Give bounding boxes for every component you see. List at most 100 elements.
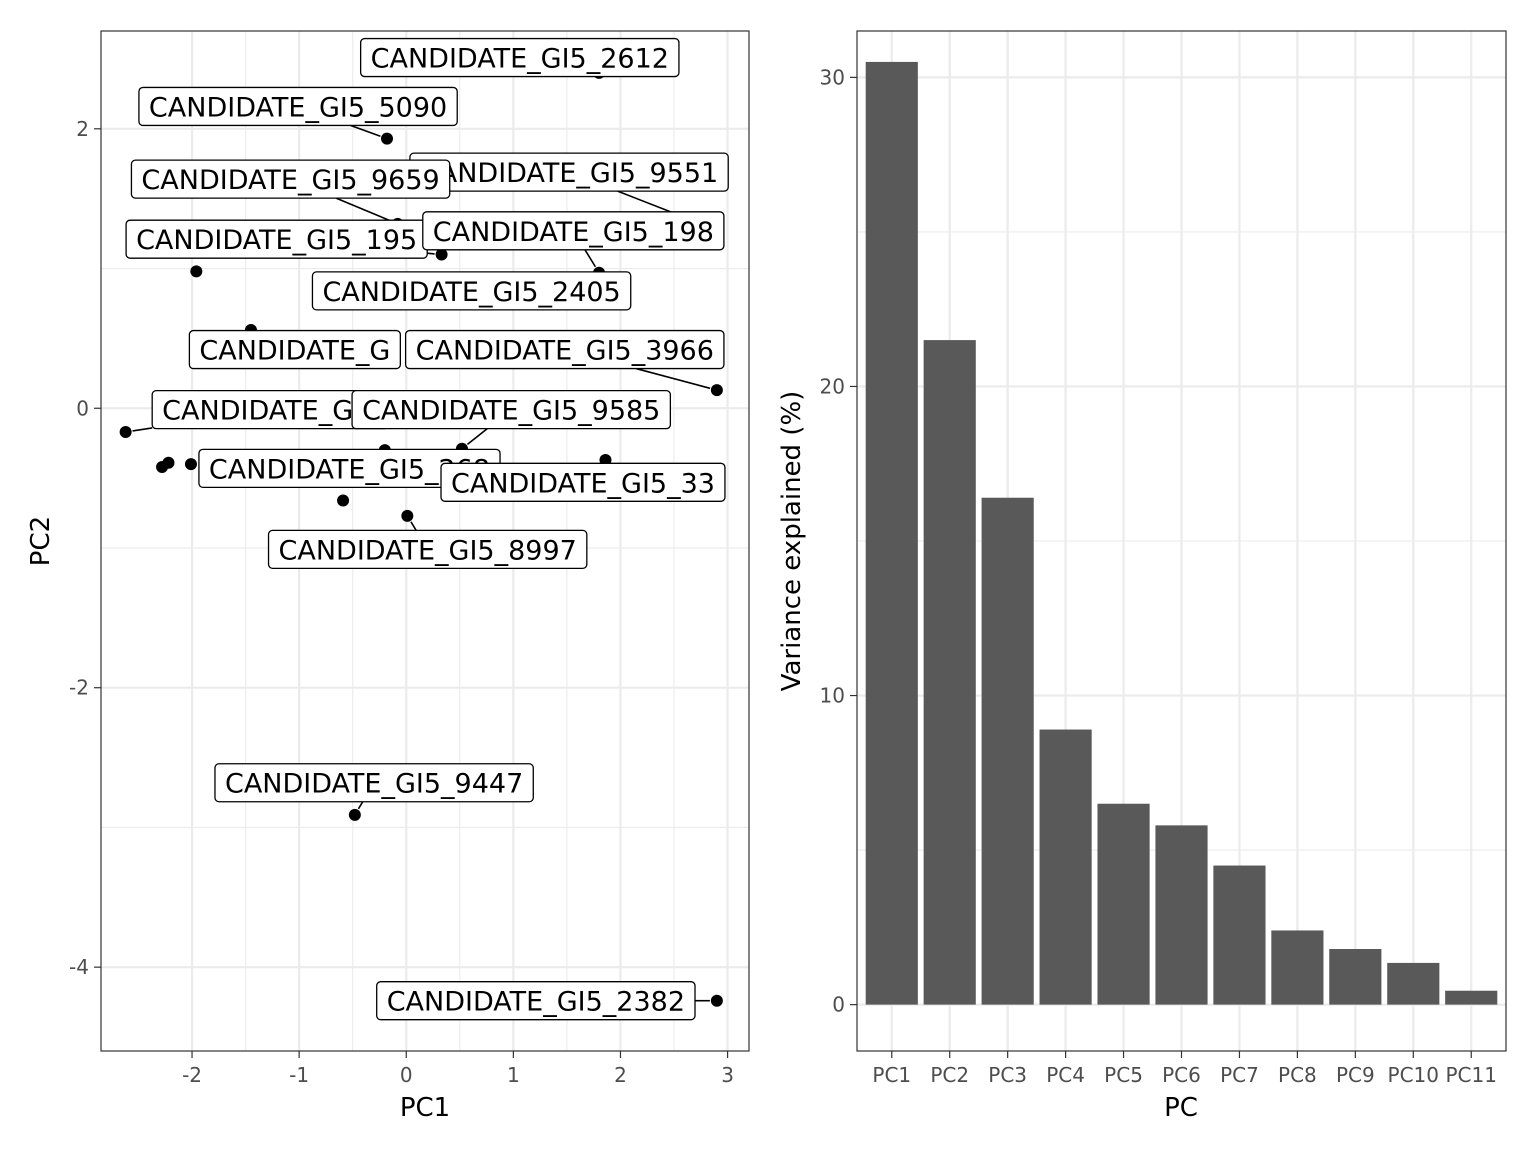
point-label-box [138,86,458,127]
scatter-y-tick-label: -4 [69,955,89,979]
scatter-point [435,248,448,261]
scatter-point [380,132,393,145]
scatter-point [710,384,723,397]
bar-y-tick-label: 10 [820,684,845,708]
point-label: CANDIDATE_GI5_2382 [376,981,696,1021]
bar-y-tick-label: 0 [832,993,845,1017]
bar-y-axis-title: Variance explained (%) [777,391,807,692]
scatter-point [190,265,203,278]
bar-x-tick-label: PC9 [1336,1063,1375,1087]
bar-x-tick-label: PC8 [1278,1063,1317,1087]
bar-x-tick-label: PC5 [1104,1063,1143,1087]
label-connector [427,252,435,255]
point-label-text: CANDIDATE_G [199,336,390,367]
scatter-x-tick-label: 3 [721,1063,734,1087]
scatter-y-tick-label: 2 [76,117,89,141]
point-label: CANDIDATE_GI5_9659 [130,159,451,199]
scatter-x-axis-ticks: -2 -1 0 1 2 3 [182,1051,734,1087]
point-label-text: CANDIDATE_GI5_198 [433,217,714,248]
point-label: CANDIDATE_GI5_33 [440,462,726,502]
bar-y-axis-ticks: 0 10 20 30 [820,65,857,1017]
bar-x-tick-label: PC10 [1388,1063,1439,1087]
bar-pc6 [1155,825,1208,1005]
bar-x-tick-label: PC6 [1162,1063,1201,1087]
point-label: CANDIDATE_GI5_3966 [404,329,725,370]
bar-x-tick-label: PC4 [1046,1063,1085,1087]
scatter-point [162,456,175,469]
point-label-box [404,329,725,370]
scatter-point-labels: CANDIDATE_GI5_2612 CANDIDATE_GI5_5090 CAND… [125,37,729,1021]
point-label-text: CANDIDATE_GI5_3966 [416,336,714,367]
point-label-text: CANDIDATE_GI5_33 [451,468,715,499]
scatter-x-tick-label: 2 [614,1063,627,1087]
point-label: CANDIDATE_GI5_5090 [138,86,458,127]
scatter-label-connectors [132,124,711,1002]
point-label: CANDIDATE_GI5_9551 [409,152,729,192]
scatter-x-tick-label: -2 [182,1063,202,1087]
label-connector [466,428,488,446]
point-label: CANDIDATE_G [188,329,401,370]
bar-pc4 [1039,729,1092,1005]
bar-x-tick-label: PC2 [930,1063,969,1087]
bar-x-tick-label: PC3 [988,1063,1027,1087]
bar-x-tick-label: PC7 [1220,1063,1259,1087]
scatter-x-tick-label: -1 [289,1063,309,1087]
point-label-text: CANDIDATE_GI5_2612 [371,44,669,75]
point-label-text: CANDIDATE_GI5_9447 [225,769,523,800]
point-label: CANDIDATE_GI5_9447 [214,763,534,803]
bar-x-axis-title: PC [1164,1093,1198,1123]
point-label-box [351,390,672,430]
bar-pc11 [1445,990,1498,1005]
scatter-point [337,494,350,507]
label-connector [335,197,392,222]
point-label-text: CANDIDATE_GI5_9585 [362,396,660,427]
point-label-box [422,211,725,251]
bar-pc1 [865,61,918,1005]
label-connector [350,124,381,137]
point-label: CANDIDATE_GI5_2612 [359,37,680,78]
scatter-point [119,426,132,439]
label-connector [410,521,417,531]
bar-y-tick-label: 20 [820,374,845,398]
label-connector [357,801,364,810]
scatter-x-tick-label: 0 [400,1063,413,1087]
bar-x-tick-label: PC11 [1445,1063,1496,1087]
scatter-x-tick-label: 1 [507,1063,520,1087]
point-label-text: CANDIDATE_GI5_2382 [387,987,685,1018]
bar-pc5 [1097,803,1150,1005]
label-connector [635,367,711,390]
variance-bar-chart: PC1 PC2 PC3 PC4 PC5 PC6 PC7 PC8 PC9 PC10 PC11 0 10 2… [777,30,1507,1123]
bar-pc7 [1213,865,1266,1005]
point-label-text: CANDIDATE_GI5_195 [136,225,417,256]
point-label: CANDIDATE_GI5 [151,390,389,430]
point-label-box [130,159,451,199]
scatter-point [184,458,197,471]
bar-series [865,61,1498,1005]
point-label-text: CANDIDATE_GI5_2405 [322,277,620,308]
point-label-box [267,529,588,570]
label-connector [132,427,153,432]
point-label: CANDIDATE_GI5_198 [422,211,725,251]
point-label: CANDIDATE_GI5_2405 [311,271,632,311]
bar-pc2 [923,340,976,1005]
point-label-box [188,329,401,370]
point-label-text: CANDIDATE_GI5_8997 [279,535,577,566]
bar-pc3 [981,497,1034,1005]
point-label-text: CANDIDATE_GI5_5090 [149,92,447,123]
point-label-text: CANDIDATE_GI5_9659 [141,165,439,196]
bar-pc10 [1387,962,1440,1005]
point-label-box [440,462,726,502]
point-label-box [311,271,632,311]
scatter-y-axis-ticks: 2 0 -2 -4 [69,117,101,979]
label-connector [584,249,597,268]
point-label-box [376,981,696,1021]
bar-x-tick-label: PC1 [872,1063,911,1087]
point-label-text: CANDIDATE_GI5 [162,396,378,427]
point-label-text: CANDIDATE_GI5_9551 [420,158,718,189]
bar-pc9 [1329,949,1382,1005]
scatter-point [348,808,361,821]
scatter-point [401,509,414,522]
bar-y-tick-label: 30 [820,65,845,89]
bar-x-axis-ticks: PC1 PC2 PC3 PC4 PC5 PC6 PC7 PC8 PC9 PC10 PC11 [872,1051,1497,1087]
